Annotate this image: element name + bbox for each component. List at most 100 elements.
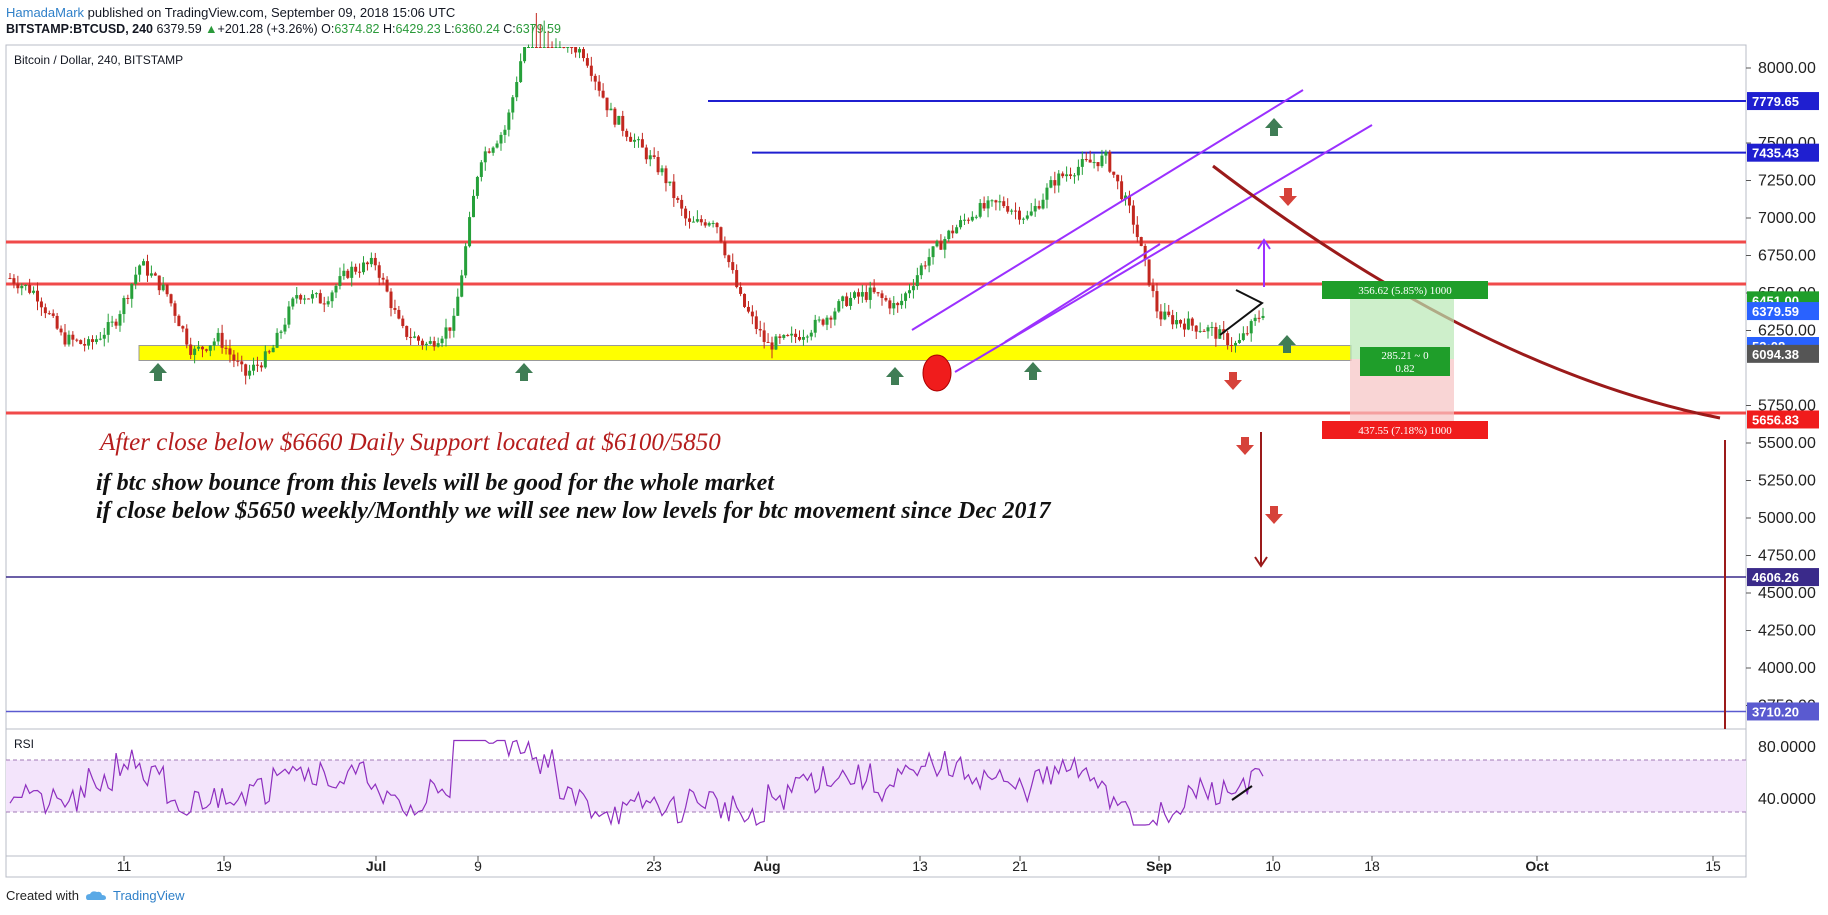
candle-body — [860, 292, 864, 297]
candle-body — [244, 364, 248, 376]
candle-body — [189, 344, 193, 355]
low-label: L: — [444, 22, 455, 36]
candle-body — [935, 241, 939, 247]
author-name[interactable]: HamadaMark — [6, 5, 85, 20]
candle-body — [220, 332, 224, 348]
candle-body — [1179, 320, 1183, 324]
candle-body — [1017, 210, 1021, 220]
candle-body — [644, 147, 648, 160]
candle-body — [12, 278, 16, 284]
candle-body — [805, 336, 809, 338]
candle-body — [51, 313, 55, 316]
candle-body — [456, 296, 460, 316]
candle-body — [986, 200, 990, 209]
candle-body — [982, 203, 986, 209]
candle-body — [939, 241, 943, 250]
candle-body — [322, 303, 326, 305]
target-label: 356.62 (5.85%) 1000 — [1358, 285, 1452, 297]
candle-body — [79, 340, 83, 344]
candle-body — [365, 262, 369, 265]
candle-body — [676, 198, 680, 200]
stop-label-box — [1322, 421, 1488, 439]
x-tick-label: Oct — [1525, 858, 1549, 874]
candle-body — [271, 347, 275, 353]
candle-body — [809, 332, 813, 337]
candle-body — [1131, 205, 1135, 225]
drawings[interactable]: 356.62 (5.85%) 1000 437.55 (7.18%) 1000 28… — [149, 89, 1726, 729]
candle-body — [943, 239, 947, 250]
candle-body — [786, 335, 790, 337]
x-tick-label: 21 — [1012, 858, 1028, 874]
candle-body — [142, 261, 146, 266]
candle-body — [114, 321, 118, 326]
candle-body — [1230, 345, 1234, 347]
candle-body — [1147, 259, 1151, 286]
price-level-label: 6094.38 — [1752, 347, 1799, 362]
candle-body — [1061, 173, 1065, 177]
candle-body — [145, 261, 149, 276]
green-up-arrow-icon — [1024, 362, 1042, 380]
candle-body — [338, 276, 342, 286]
price-level-badge — [1747, 344, 1819, 363]
candle-body — [876, 292, 880, 294]
candle-body — [1186, 318, 1190, 330]
support-zone[interactable] — [138, 345, 1352, 361]
candle-body — [216, 332, 220, 342]
candle-body — [1124, 195, 1128, 200]
candle-body — [574, 47, 578, 53]
candle-body — [263, 351, 267, 368]
candle-body — [440, 338, 444, 344]
candle-body — [448, 327, 452, 331]
candle-body — [1002, 201, 1006, 207]
candles — [8, 12, 1265, 385]
rsi-indicator: 80.0000 40.0000 — [6, 739, 1816, 827]
candle-body — [487, 151, 491, 153]
candle-body — [354, 266, 358, 272]
candle-body — [1010, 210, 1014, 212]
descending-curve — [1212, 164, 1721, 420]
rsi-tick-label: 80.0000 — [1758, 739, 1816, 756]
candle-body — [1127, 195, 1131, 206]
price-pane[interactable] — [5, 44, 1747, 730]
candle-body — [896, 303, 900, 306]
candle-body — [134, 274, 138, 284]
candle-body — [636, 139, 640, 141]
candle-body — [864, 292, 868, 300]
candle-body — [1120, 181, 1124, 200]
x-tick-label: 15 — [1705, 858, 1721, 874]
candle-body — [668, 181, 672, 184]
candle-body — [200, 346, 204, 350]
candle-body — [75, 339, 79, 341]
candle-body — [1025, 215, 1029, 219]
tradingview-link[interactable]: TradingView — [112, 888, 185, 903]
candle-body — [1135, 224, 1139, 238]
candle-body — [703, 222, 707, 226]
candle-body — [291, 298, 295, 307]
candle-body — [240, 361, 244, 365]
candle-body — [464, 246, 468, 276]
price-level-label: 5656.83 — [1752, 412, 1799, 427]
candle-body — [743, 293, 747, 307]
candle-body — [617, 115, 621, 125]
candle-body — [570, 47, 574, 48]
candle-body — [1041, 199, 1045, 209]
candle-body — [1206, 327, 1210, 332]
candle-body — [444, 327, 448, 339]
candle-body — [907, 290, 911, 294]
candle-body — [1072, 175, 1076, 177]
candle-body — [546, 47, 550, 48]
publish-info: published on TradingView.com, September … — [84, 5, 456, 20]
ratio-label-1: 285.21 ~ 0 — [1381, 350, 1429, 362]
candle-body — [959, 220, 963, 228]
open-label: O: — [321, 22, 335, 36]
candle-body — [526, 47, 530, 48]
candle-body — [601, 90, 605, 98]
candle-body — [1245, 333, 1249, 335]
candle-body — [652, 155, 656, 157]
candle-body — [523, 47, 527, 62]
candle-body — [334, 285, 338, 293]
candle-body — [87, 339, 91, 346]
y-tick-label: 4000.00 — [1758, 660, 1816, 677]
price-level-label: 3710.20 — [1752, 704, 1799, 719]
